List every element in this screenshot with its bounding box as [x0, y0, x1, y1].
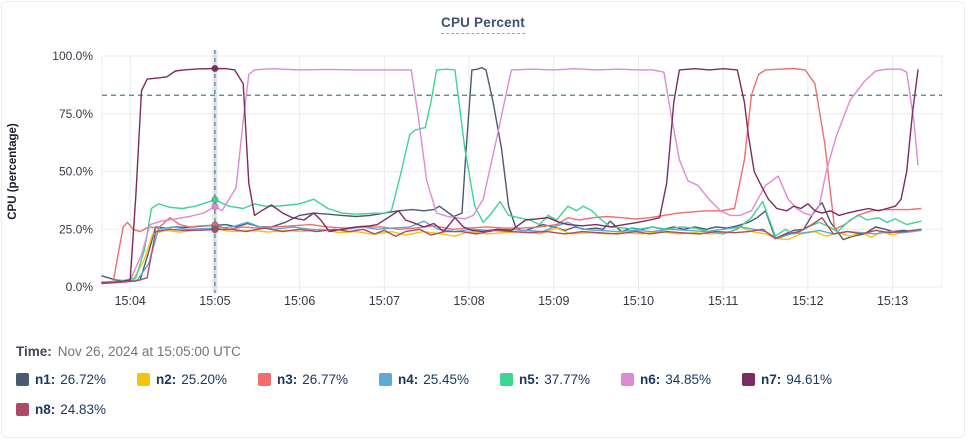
series-line-n6[interactable]: [101, 68, 919, 284]
legend-value: 37.77%: [544, 372, 591, 387]
legend-label: n1:: [35, 372, 56, 387]
legend-value: 94.61%: [786, 372, 833, 387]
legend-label: n6:: [640, 372, 661, 387]
series-line-n5[interactable]: [101, 68, 922, 284]
legend-item-n4[interactable]: n4: 25.45%: [379, 372, 500, 387]
series-line-n3[interactable]: [101, 67, 922, 284]
series-line-n8[interactable]: [101, 216, 922, 285]
legend-value: 24.83%: [60, 402, 107, 417]
legend-label: n5:: [519, 372, 540, 387]
y-tick-label: 100.0%: [52, 49, 93, 63]
x-tick-label: 15:05: [199, 294, 230, 308]
legend-item-n1[interactable]: n1: 26.72%: [16, 372, 137, 387]
legend-label: n7:: [761, 372, 782, 387]
legend-label: n4:: [398, 372, 419, 387]
time-label: Time:: [16, 344, 52, 359]
time-value: Nov 26, 2024 at 15:05:00 UTC: [57, 344, 241, 359]
legend-value: 26.72%: [60, 372, 107, 387]
legend-item-n5[interactable]: n5: 37.77%: [500, 372, 621, 387]
crosshair-dot-n5: [211, 196, 219, 204]
y-axis-label: CPU (percentage): [7, 123, 19, 220]
legend-swatch-icon: [379, 373, 392, 386]
legend-swatch-icon: [16, 373, 29, 386]
legend: n1: 26.72% n2: 25.20% n3: 26.77% n4: 25.45% n5: 3…: [16, 372, 964, 417]
chart-title-row: CPU Percent: [2, 2, 964, 38]
series-line-n7[interactable]: [101, 67, 919, 284]
legend-value: 25.20%: [181, 372, 228, 387]
x-tick-label: 15:06: [284, 294, 315, 308]
legend-swatch-icon: [742, 373, 755, 386]
x-tick-label: 15:07: [369, 294, 400, 308]
x-tick-label: 15:10: [623, 294, 654, 308]
crosshair-time-row: Time: Nov 26, 2024 at 15:05:00 UTC: [16, 344, 964, 359]
legend-item-n6[interactable]: n6: 34.85%: [621, 372, 742, 387]
y-tick-label: 50.0%: [59, 165, 93, 179]
x-tick-label: 15:09: [538, 294, 569, 308]
legend-value: 26.77%: [302, 372, 349, 387]
legend-label: n8:: [35, 402, 56, 417]
legend-swatch-icon: [137, 373, 150, 386]
legend-swatch-icon: [621, 373, 634, 386]
page-title[interactable]: CPU Percent: [441, 15, 525, 34]
cpu-chart-svg[interactable]: 0.0% 25.0% 50.0% 75.0% 100.0% 15:04 15:05 15:06…: [2, 40, 965, 320]
y-tick-label: 25.0%: [59, 222, 93, 236]
legend-label: n3:: [277, 372, 298, 387]
x-tick-label: 15:12: [792, 294, 823, 308]
crosshair-dot-n7: [211, 64, 219, 73]
y-tick-label: 0.0%: [66, 280, 94, 294]
series-line-n1[interactable]: [101, 66, 922, 282]
x-tick-label: 15:08: [453, 294, 484, 308]
legend-swatch-icon: [258, 373, 271, 386]
legend-item-n3[interactable]: n3: 26.77%: [258, 372, 379, 387]
legend-label: n2:: [156, 372, 177, 387]
series-line-n2[interactable]: [101, 226, 922, 284]
x-tick-label: 15:11: [708, 294, 738, 308]
legend-swatch-icon: [16, 403, 29, 416]
legend-swatch-icon: [500, 373, 513, 386]
crosshair-dot-n6: [211, 202, 219, 211]
legend-item-n8[interactable]: n8: 24.83%: [16, 402, 137, 417]
y-tick-label: 75.0%: [59, 107, 93, 121]
crosshair-dot-n8: [211, 226, 219, 234]
legend-value: 25.45%: [423, 372, 470, 387]
legend-value: 34.85%: [665, 372, 712, 387]
x-tick-label: 15:04: [115, 294, 146, 308]
legend-item-n2[interactable]: n2: 25.20%: [137, 372, 258, 387]
x-tick-label: 15:13: [877, 294, 908, 308]
legend-item-n7[interactable]: n7: 94.61%: [742, 372, 863, 387]
